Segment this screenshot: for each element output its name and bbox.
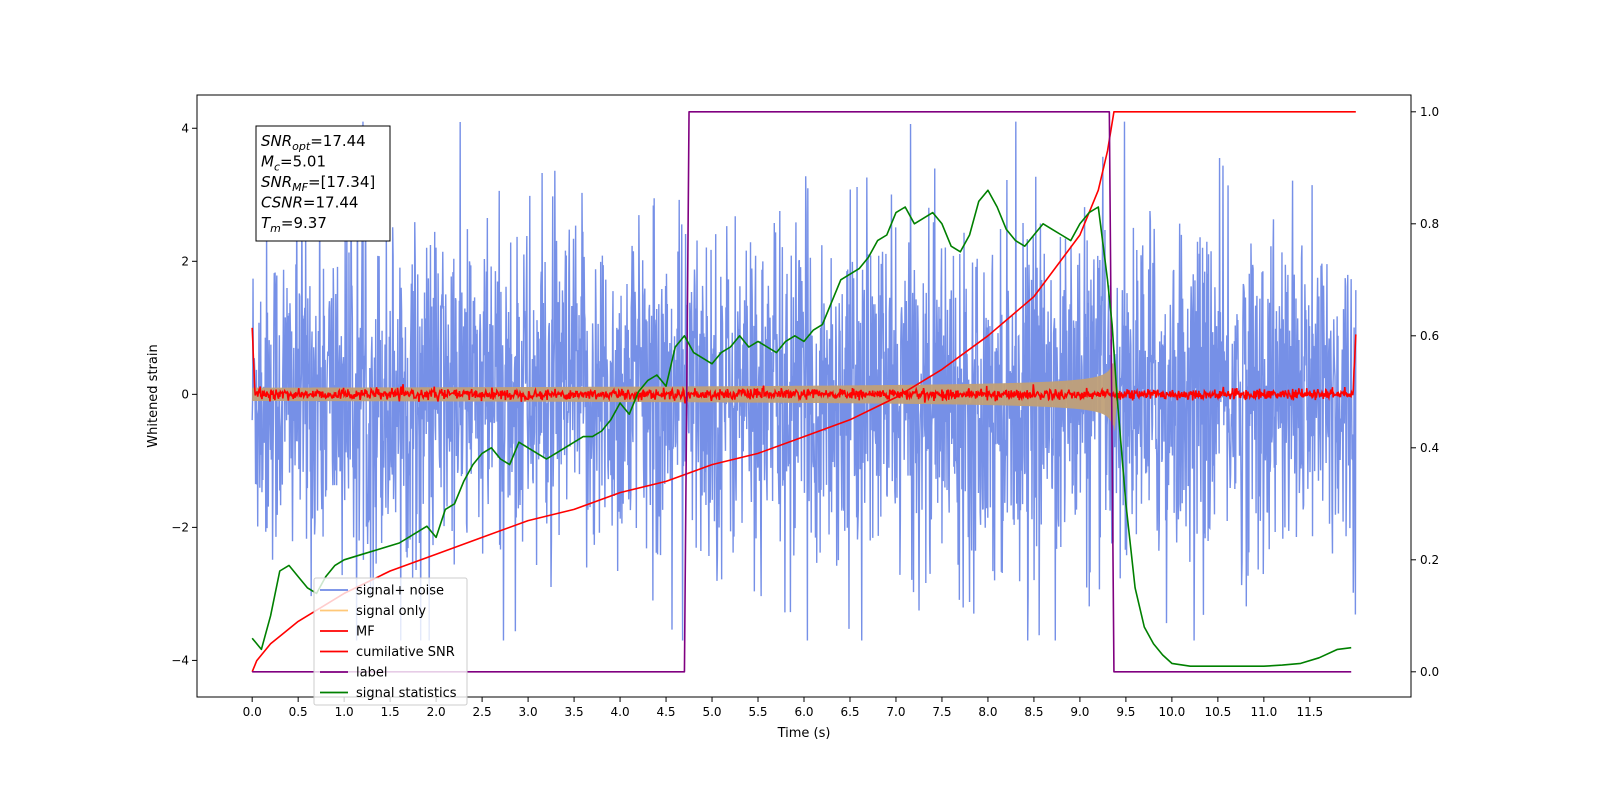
x-tick-label: 1.5: [381, 705, 400, 719]
x-tick-label: 6.0: [794, 705, 813, 719]
x-tick-label: 8.0: [978, 705, 997, 719]
y2-tick-label: 0.0: [1420, 665, 1439, 679]
annotation-line: SNRopt=17.44: [261, 132, 366, 153]
x-tick-label: 5.5: [748, 705, 767, 719]
y2-tick-label: 1.0: [1420, 105, 1439, 119]
y-axis-left: −4 −2 0 2 4: [171, 121, 197, 667]
series-mf: [251, 327, 1357, 404]
annotation-value: =17.44: [303, 194, 359, 212]
annotation-symbol: SNR: [261, 173, 292, 191]
x-tick-label: 9.5: [1116, 705, 1135, 719]
legend-label: label: [356, 666, 387, 681]
annotation-subscript: m: [270, 222, 281, 235]
annotation-line: Tm=9.37: [261, 214, 327, 235]
series-signal-statistics: [251, 189, 1352, 667]
y-tick-label: −4: [171, 653, 189, 667]
x-tick-label: 10.5: [1205, 705, 1232, 719]
legend-label: signal+ noise: [356, 584, 444, 599]
annotation-symbol: T: [261, 214, 272, 232]
x-tick-label: 8.5: [1024, 705, 1043, 719]
legend-label: cumilative SNR: [356, 645, 455, 660]
x-tick-label: 0.5: [289, 705, 308, 719]
series-signal-noise: [251, 121, 1357, 641]
legend-label: signal statistics: [356, 686, 457, 701]
annotation-subscript: MF: [292, 181, 308, 194]
x-tick-label: 5.0: [702, 705, 721, 719]
y-tick-label: −2: [171, 520, 189, 534]
legend-label: MF: [356, 625, 375, 640]
annotation-frame: [255, 125, 391, 242]
x-tick-label: 4.5: [656, 705, 675, 719]
annotation-value: =[17.34]: [308, 173, 375, 191]
x-tick-label: 4.0: [611, 705, 630, 719]
y-tick-label: 4: [181, 121, 189, 135]
legend: signal+ noise signal only MF cumilative SNR…: [313, 577, 468, 706]
x-tick-label: 11.5: [1296, 705, 1323, 719]
x-tick-label: 10.0: [1159, 705, 1186, 719]
annotation-line: Mc=5.01: [261, 153, 326, 174]
y2-tick-label: 0.6: [1420, 329, 1439, 343]
y2-tick-label: 0.2: [1420, 553, 1439, 567]
series-label: [252, 111, 1352, 673]
annotation-value: =9.37: [281, 214, 327, 232]
annotation-line: CSNR=17.44: [261, 194, 358, 212]
y-tick-label: 2: [181, 254, 189, 268]
x-tick-label: 3.0: [519, 705, 538, 719]
x-tick-label: 9.0: [1070, 705, 1089, 719]
annotation-line: SNRMF=[17.34]: [261, 173, 375, 194]
annotation-subscript: c: [274, 161, 280, 174]
x-tick-label: 2.5: [473, 705, 492, 719]
x-tick-label: 0.0: [243, 705, 262, 719]
legend-label: signal only: [356, 604, 426, 619]
y2-tick-label: 0.4: [1420, 441, 1439, 455]
x-tick-label: 7.5: [932, 705, 951, 719]
x-tick-label: 7.0: [886, 705, 905, 719]
y-axis-right: 0.0 0.2 0.4 0.6 0.8 1.0: [1411, 105, 1439, 679]
annotation-box: SNRopt=17.44Mc=5.01SNRMF=[17.34]CSNR=17.…: [255, 125, 391, 242]
y-axis-label: Whitened strain: [146, 344, 161, 447]
x-tick-label: 2.0: [427, 705, 446, 719]
x-tick-label: 11.0: [1250, 705, 1277, 719]
annotation-symbol: SNR: [261, 132, 292, 150]
legend-frame: [313, 577, 468, 706]
x-tick-label: 6.5: [840, 705, 859, 719]
series-signal-only: [252, 357, 1119, 432]
x-tick-label: 1.0: [335, 705, 354, 719]
annotation-subscript: opt: [292, 140, 311, 153]
annotation-symbol: M: [261, 153, 274, 171]
x-axis-label: Time (s): [777, 726, 831, 741]
x-axis: 0.0 0.5 1.0 1.5 2.0 2.5 3.0 3.5 4.0 4.5 5.0 5.5 6.0 6…: [243, 697, 1323, 719]
annotation-symbol: CSNR: [261, 194, 303, 212]
y2-tick-label: 0.8: [1420, 217, 1439, 231]
annotation-value: =17.44: [310, 132, 366, 150]
x-tick-label: 3.5: [565, 705, 584, 719]
y-tick-label: 0: [181, 387, 189, 401]
annotation-value: =5.01: [280, 153, 326, 171]
